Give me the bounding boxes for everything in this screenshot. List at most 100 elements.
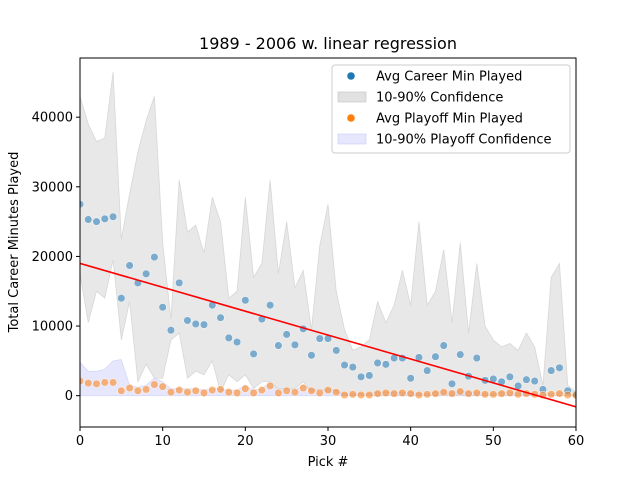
playoff-point	[381, 388, 390, 397]
playoff-point	[547, 390, 556, 399]
x-tick-label: 50	[485, 434, 502, 449]
playoff-point	[125, 383, 134, 393]
career-point	[307, 351, 316, 360]
playoff-point	[166, 388, 175, 397]
career-point	[447, 379, 457, 388]
career-point	[315, 334, 324, 343]
playoff-point	[481, 390, 490, 399]
y-tick-label: 10000	[32, 320, 73, 335]
y-tick-label: 40000	[32, 111, 73, 126]
playoff-point	[307, 386, 316, 395]
playoff-point	[365, 390, 374, 400]
playoff-point	[224, 388, 233, 397]
career-point	[290, 340, 299, 349]
career-point	[274, 341, 283, 350]
y-tick-label: 0	[65, 389, 73, 404]
playoff-point	[191, 386, 200, 395]
playoff-point	[464, 389, 473, 398]
playoff-point	[323, 386, 333, 395]
plot-area	[80, 71, 576, 408]
career-point	[216, 313, 225, 322]
legend-marker	[347, 72, 355, 80]
playoff-point	[208, 386, 217, 395]
career-point	[142, 269, 151, 278]
playoff-point	[497, 389, 506, 398]
playoff-point	[423, 390, 432, 399]
playoff-point	[348, 390, 357, 399]
y-axis-label: Total Career Minutes Played	[7, 152, 22, 334]
career-point	[373, 358, 382, 368]
playoff-point	[357, 390, 366, 400]
career-point	[456, 350, 465, 359]
legend-label: 10-90% Playoff Confidence	[376, 133, 552, 148]
career-point	[439, 341, 448, 350]
playoff-point	[447, 389, 457, 398]
career-point	[199, 320, 209, 329]
playoff-point	[257, 386, 266, 395]
career-point	[125, 261, 134, 270]
playoff-point	[266, 381, 275, 390]
career-point	[224, 333, 233, 342]
y-axis: 0 10000 20000 30000 40000	[32, 111, 80, 404]
playoff-point	[183, 388, 192, 397]
playoff-point	[80, 377, 85, 386]
playoff-point	[84, 379, 93, 388]
career-point	[80, 200, 85, 209]
playoff-point	[290, 388, 299, 397]
career-point	[191, 319, 200, 329]
playoff-point	[216, 385, 225, 394]
playoff-point	[456, 387, 465, 396]
x-tick-label: 10	[154, 434, 171, 449]
career-point	[381, 360, 390, 369]
career-point	[282, 330, 291, 339]
career-point	[365, 371, 374, 380]
playoff-point	[117, 386, 126, 395]
playoff-point	[299, 383, 308, 393]
playoff-point	[431, 389, 440, 398]
playoff-point	[158, 382, 167, 391]
career-point	[183, 316, 192, 325]
x-tick-label: 0	[76, 434, 84, 449]
playoff-point	[563, 390, 572, 400]
career-point	[555, 363, 564, 372]
regression-line	[80, 262, 576, 408]
career-point	[340, 360, 349, 370]
career-point	[348, 363, 357, 372]
career-point	[266, 301, 275, 310]
playoff-point	[249, 388, 258, 397]
x-tick-label: 60	[568, 434, 585, 449]
playoff-point	[406, 389, 415, 398]
career-confidence-band	[80, 71, 576, 397]
playoff-point	[373, 389, 382, 398]
playoff-point	[398, 388, 407, 397]
playoff-point	[175, 386, 184, 395]
x-tick-label: 20	[237, 434, 254, 449]
playoff-point	[199, 388, 209, 397]
career-point	[530, 377, 539, 386]
career-point	[109, 212, 118, 221]
career-point	[117, 294, 126, 303]
x-axis: 0 10 20 30 40 50 60	[76, 427, 584, 449]
career-point	[406, 374, 415, 383]
legend-patch	[337, 91, 367, 103]
legend-label: Avg Playoff Min Played	[376, 112, 523, 127]
legend-label: Avg Career Min Played	[376, 70, 522, 85]
career-point	[158, 303, 167, 312]
career-point	[547, 366, 556, 375]
legend: Avg Career Min Played 10-90% Confidence Av…	[331, 64, 571, 154]
career-point	[150, 253, 159, 262]
y-tick-label: 20000	[32, 250, 73, 265]
playoff-point	[92, 379, 101, 388]
playoff-point	[274, 388, 283, 397]
chart-title: 1989 - 2006 w. linear regression	[199, 34, 457, 53]
x-tick-label: 40	[402, 434, 419, 449]
career-point	[249, 349, 258, 358]
career-point	[423, 366, 432, 375]
x-tick-label: 30	[320, 434, 337, 449]
playoff-point	[505, 388, 514, 397]
legend-box	[331, 64, 571, 154]
career-point	[431, 352, 440, 361]
playoff-point	[390, 389, 399, 398]
playoff-point	[332, 388, 341, 397]
playoff-point	[555, 389, 564, 398]
